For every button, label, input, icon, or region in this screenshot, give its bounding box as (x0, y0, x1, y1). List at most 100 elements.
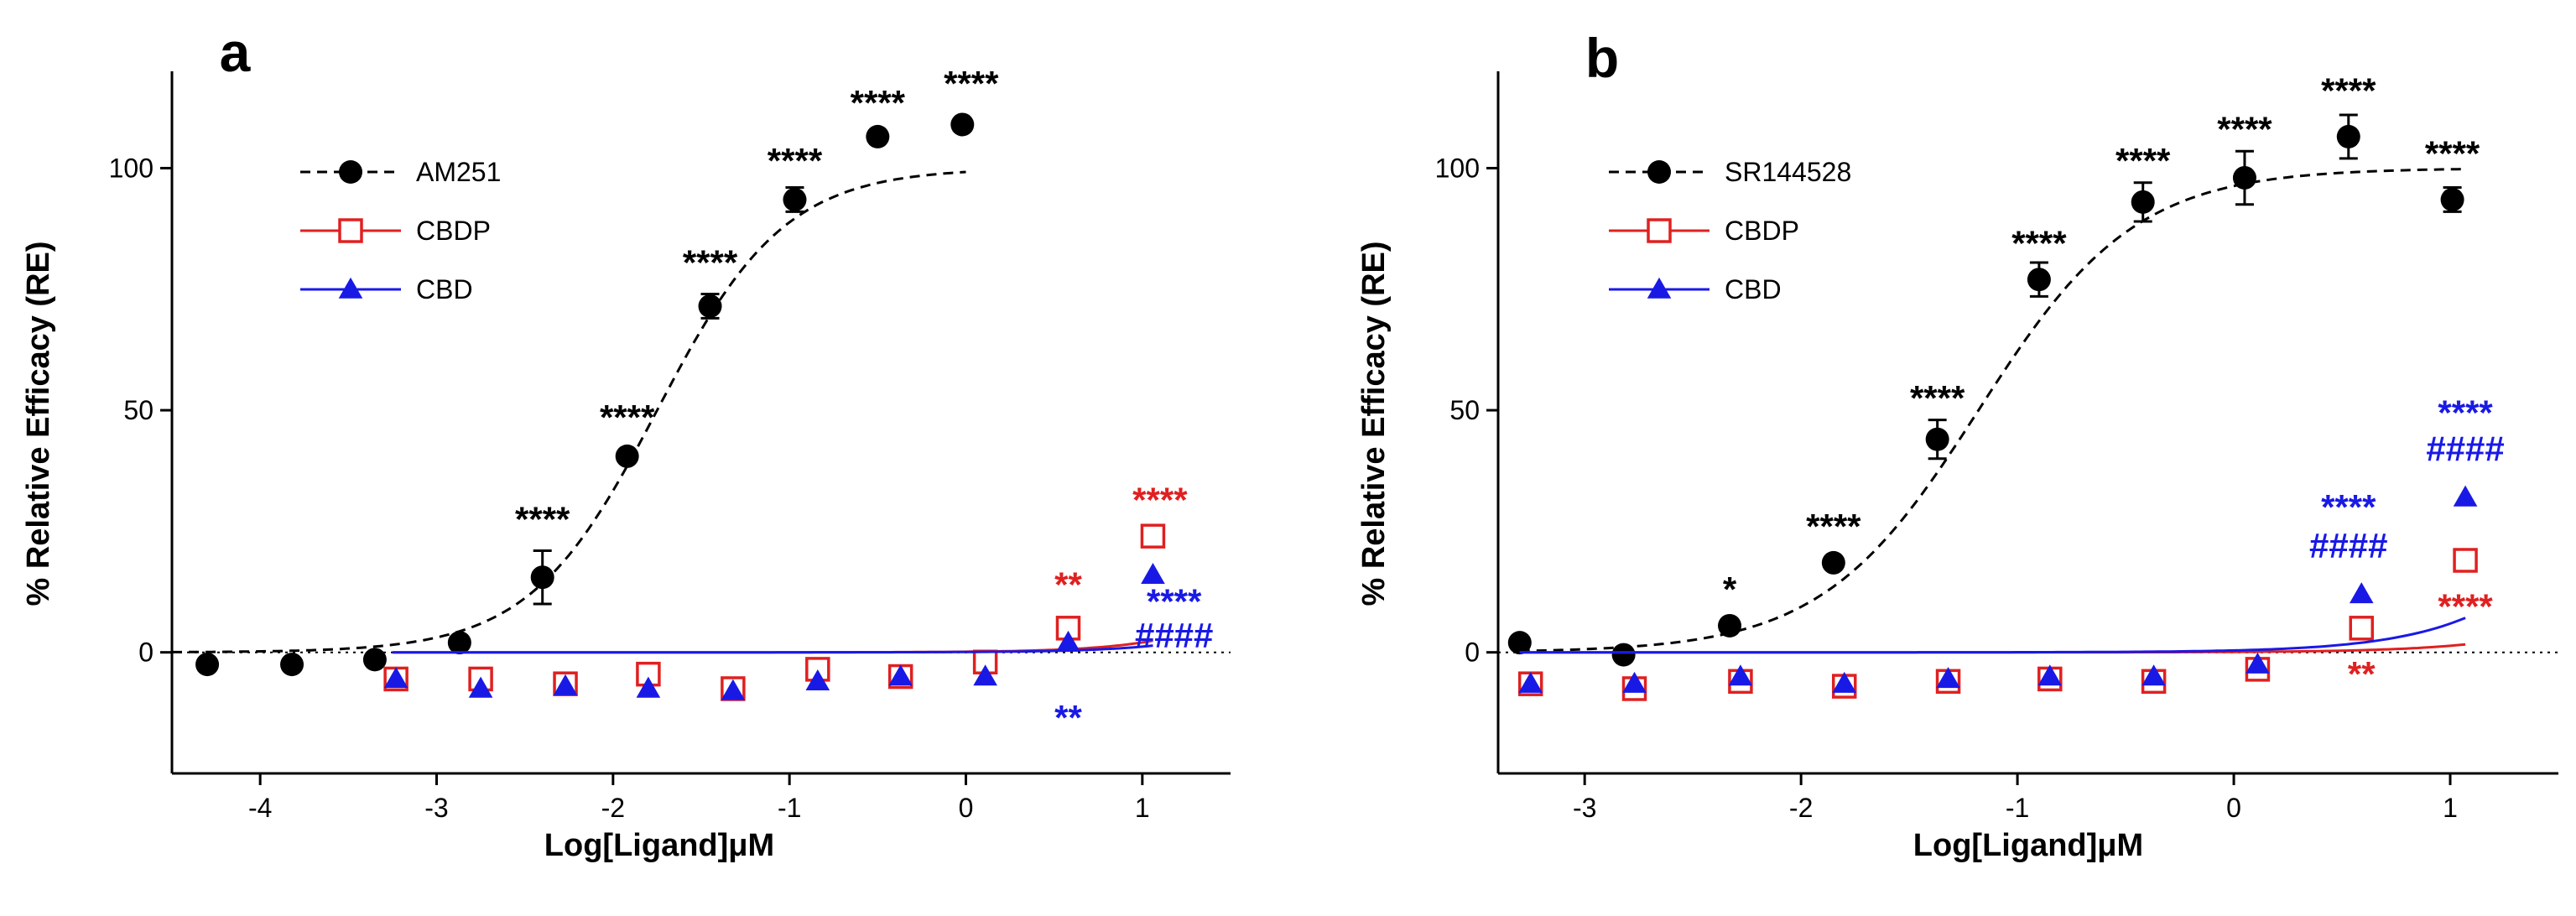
significance-label: ** (1054, 565, 1082, 604)
panel-letter: a (220, 21, 252, 83)
data-point (636, 676, 661, 698)
x-tick-label: 1 (1135, 793, 1150, 823)
significance-label: **** (2438, 586, 2493, 626)
significance-label: #### (1135, 616, 1213, 655)
data-point (280, 653, 304, 677)
significance-label: **** (851, 83, 906, 122)
significance-label: **** (1910, 378, 1965, 418)
x-tick-label: -2 (1789, 793, 1813, 823)
data-point (2453, 548, 2478, 573)
panel-letter: b (1585, 27, 1619, 89)
x-tick-label: -3 (1573, 793, 1596, 823)
data-point (195, 653, 220, 677)
y-tick-label: 100 (1435, 153, 1480, 183)
data-point (553, 674, 578, 695)
data-point (698, 294, 722, 318)
x-axis-title: Log[Ligand]μM (544, 828, 774, 863)
data-point (1718, 613, 1742, 638)
significance-label: **** (683, 242, 738, 282)
fit-curve (392, 644, 1153, 654)
data-point (805, 669, 830, 691)
x-tick-label: -3 (424, 793, 448, 823)
data-point (339, 160, 362, 184)
panel-b: 0 50 100 -3 -2 -1 0 1 Log[Ligand]μM % Relative Ef… (1356, 27, 2558, 863)
x-tick-label: -2 (601, 793, 625, 823)
data-point (636, 661, 661, 687)
significance-label: **** (1147, 582, 1202, 622)
x-axis-title: Log[Ligand]μM (1913, 828, 2143, 863)
y-axis-title: % Relative Efficacy (RE) (21, 241, 56, 606)
data-point (1821, 550, 1845, 575)
y-axis-title: % Relative Efficacy (RE) (1356, 241, 1392, 606)
data-point (1647, 160, 1671, 184)
legend-label: CBD (1725, 274, 1782, 304)
significance-label: **** (768, 141, 823, 180)
x-tick-label: 0 (2226, 793, 2241, 823)
significance-label: **** (600, 398, 655, 437)
series-cbd (383, 563, 1165, 700)
data-point (2349, 582, 2374, 604)
significance-label: #### (2426, 429, 2504, 469)
data-point (1507, 631, 1532, 655)
data-point (888, 664, 913, 686)
legend-label: CBDP (1725, 216, 1799, 246)
data-point (2336, 124, 2360, 148)
legend: SR144528 CBDP CBD (1609, 157, 1851, 304)
data-point (1141, 563, 1165, 585)
x-tick-label: -4 (248, 793, 272, 823)
fit-curve (1519, 168, 2464, 653)
significance-label: **** (2425, 134, 2480, 174)
data-point (1647, 277, 1672, 299)
data-point (2440, 187, 2464, 211)
data-point (1518, 671, 1543, 693)
significance-label: #### (2309, 526, 2387, 565)
data-point (1611, 643, 1636, 667)
panel-a: 0 50 100 -4 -3 -2 -1 0 1 Log[Ligand]μM % Relative … (21, 21, 1231, 863)
data-point (1936, 667, 1960, 689)
data-point (338, 277, 363, 299)
y-tick-label: 100 (109, 153, 154, 183)
data-point (1832, 671, 1857, 693)
significance-label: **** (2011, 223, 2067, 263)
data-point (1140, 523, 1166, 549)
data-point (468, 676, 493, 698)
significance-label: **** (2115, 141, 2171, 180)
data-point (1647, 218, 1672, 243)
significance-label: **** (2321, 71, 2376, 111)
data-point (530, 565, 554, 590)
data-point (2232, 165, 2256, 190)
series-sr144528 (1507, 113, 2464, 667)
series-cbdp (1517, 548, 2478, 701)
data-point (2453, 485, 2478, 507)
data-point (2037, 664, 2063, 686)
data-point (2027, 268, 2051, 292)
significance-label: **** (2321, 487, 2376, 527)
x-tick-label: -1 (2006, 793, 2029, 823)
data-point (447, 631, 471, 655)
significance-label: ** (2348, 654, 2376, 694)
significance-label: **** (2438, 393, 2493, 432)
legend: AM251 CBDP CBD (300, 157, 501, 304)
series-am251 (172, 112, 975, 677)
data-point (1728, 664, 1753, 686)
y-tick-label: 50 (123, 395, 154, 425)
x-tick-label: -1 (778, 793, 801, 823)
legend-label: CBDP (416, 216, 491, 246)
significance-label: ** (1054, 698, 1082, 737)
legend-label: SR144528 (1725, 157, 1851, 187)
data-point (1622, 671, 1647, 693)
significance-label: **** (1806, 507, 1861, 546)
data-point (2246, 652, 2270, 674)
x-tick-label: 0 (959, 793, 974, 823)
data-point (2141, 664, 2166, 686)
data-point (362, 648, 387, 672)
legend-label: CBD (416, 274, 473, 304)
data-point (1925, 427, 1949, 451)
significance-label: * (1723, 570, 1737, 609)
data-point (950, 112, 975, 137)
data-point (615, 444, 639, 468)
y-tick-label: 0 (138, 638, 154, 668)
data-point (866, 124, 890, 148)
significance-label: **** (944, 64, 999, 103)
